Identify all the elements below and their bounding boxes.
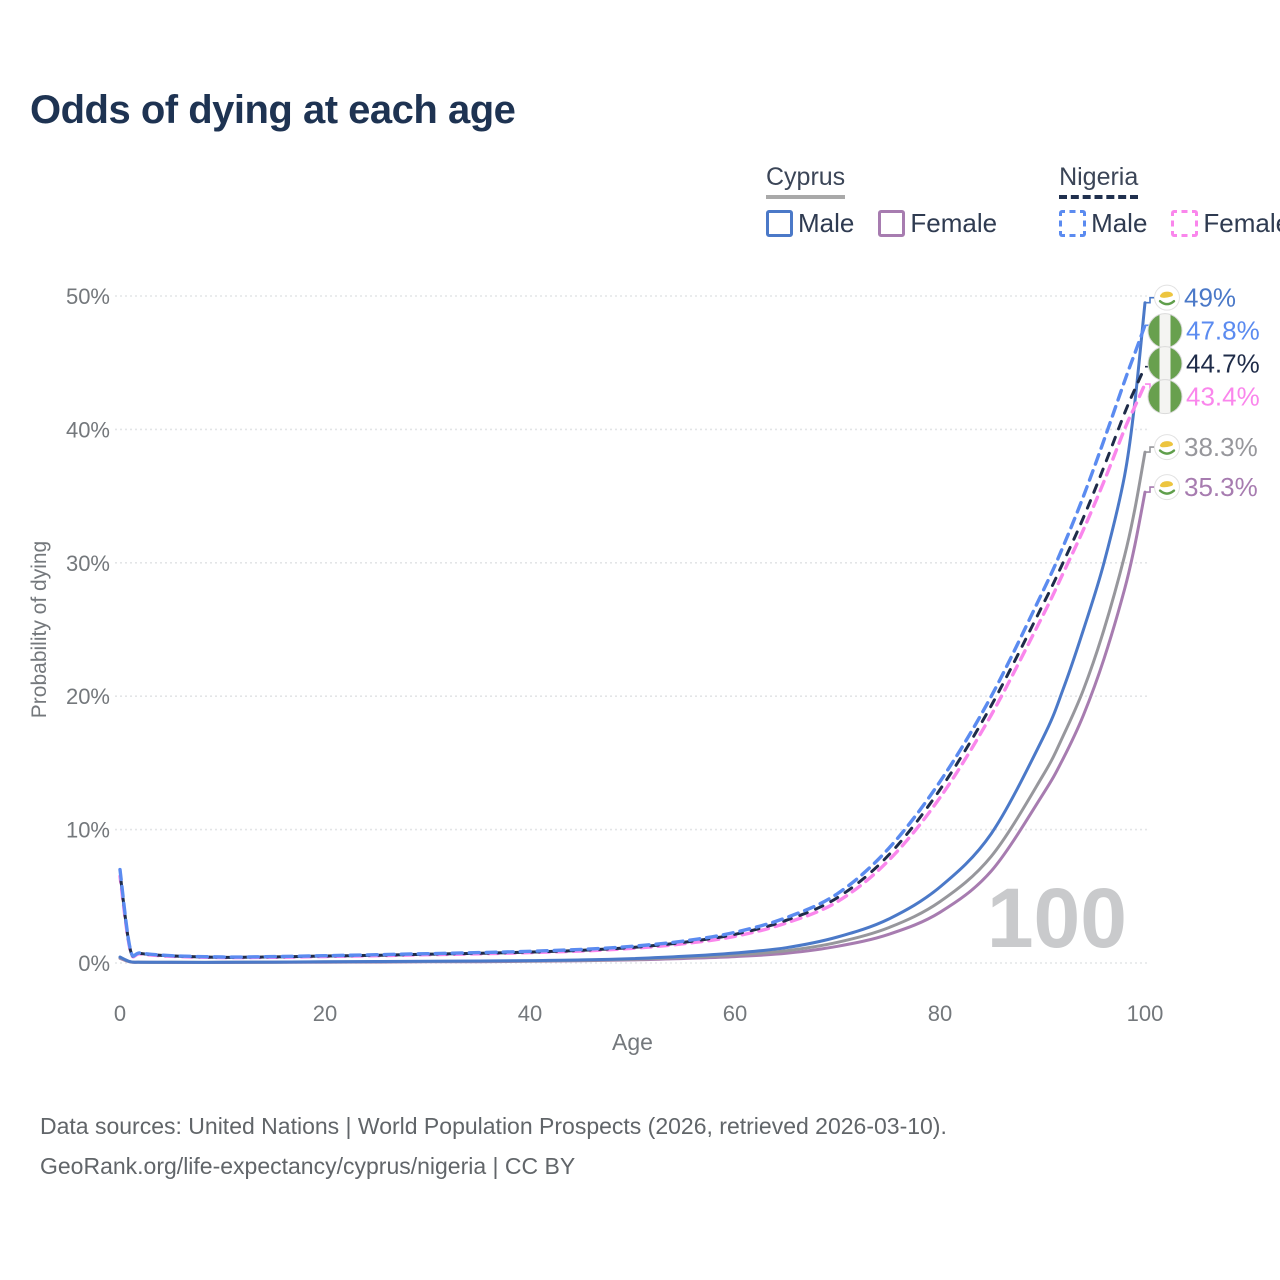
end-label-cyprus-female: 35.3% [1184,472,1258,502]
x-tick-label: 80 [928,1001,952,1026]
page-title: Odds of dying at each age [30,88,516,132]
legend-label-nigeria-female: Female [1203,208,1280,238]
legend-group-nigeria: Nigeria Male Female [1059,163,1280,239]
series-line-cyprus-male [118,301,1147,964]
end-label-nigeria-male: 47.8% [1186,316,1260,346]
x-tick-label: 0 [114,1001,126,1026]
cyprus-male-swatch-icon [766,210,793,237]
end-label-cyprus-male: 49% [1184,283,1236,313]
legend-group-cyprus: Cyprus Male Female [766,163,997,239]
y-tick-label: 20% [66,684,110,709]
footer-data-sources: Data sources: United Nations | World Pop… [40,1113,947,1139]
legend-item-nigeria-male[interactable]: Male [1059,208,1147,239]
x-tick-label: 100 [1127,1001,1164,1026]
end-label-cyprus-both-sexes: 38.3% [1184,432,1258,462]
nigeria-flag-icon [1147,313,1183,349]
nigeria-female-swatch-icon [1171,210,1199,237]
age-counter-watermark: 100 [987,871,1127,965]
series-line-nigeria-male [118,323,1147,959]
nigeria-flag-icon [1147,346,1183,382]
legend-label-nigeria-male: Male [1091,208,1148,238]
legend-item-cyprus-male[interactable]: Male [766,208,854,239]
cyprus-flag-icon [1154,284,1180,311]
y-tick-label: 40% [66,417,110,442]
y-tick-label: 0% [78,951,110,976]
legend-item-cyprus-female[interactable]: Female [878,208,997,239]
legend-country-nigeria: Nigeria [1059,163,1139,199]
cyprus-flag-icon [1154,434,1180,461]
end-label-nigeria-female: 43.4% [1186,382,1260,412]
y-axis-title: Probability of dying [28,541,51,718]
y-tick-label: 50% [66,284,110,309]
legend-label-cyprus-male: Male [798,208,855,238]
x-tick-label: 40 [518,1001,542,1026]
legend-country-cyprus: Cyprus [766,163,846,199]
y-tick-label: 30% [66,551,110,576]
mortality-line-chart: 0% 10% 20% 30% 40% 50% 0 20 40 60 80 100 Age Probabil… [28,283,1260,1055]
end-label-nigeria-both-sexes: 44.7% [1186,349,1260,379]
x-axis-title: Age [612,1029,653,1055]
series-line-nigeria-both-sexes [118,365,1147,959]
legend-label-cyprus-female: Female [910,208,998,238]
legend-item-nigeria-female[interactable]: Female [1171,208,1280,239]
cyprus-flag-icon [1154,474,1180,501]
legend: Cyprus Male Female Nigeria Male [766,163,1280,239]
cyprus-female-swatch-icon [878,210,906,237]
x-tick-label: 20 [313,1001,337,1026]
footer-attribution: GeoRank.org/life-expectancy/cyprus/niger… [40,1153,576,1179]
nigeria-male-swatch-icon [1059,210,1087,237]
x-tick-label: 60 [723,1001,747,1026]
end-label-leader [1145,446,1156,453]
end-label-leader [1145,296,1156,304]
footer: Data sources: United Nations | World Pop… [40,1106,947,1186]
nigeria-flag-icon [1147,379,1183,415]
end-label-leader [1145,486,1156,493]
y-tick-label: 10% [66,818,110,843]
